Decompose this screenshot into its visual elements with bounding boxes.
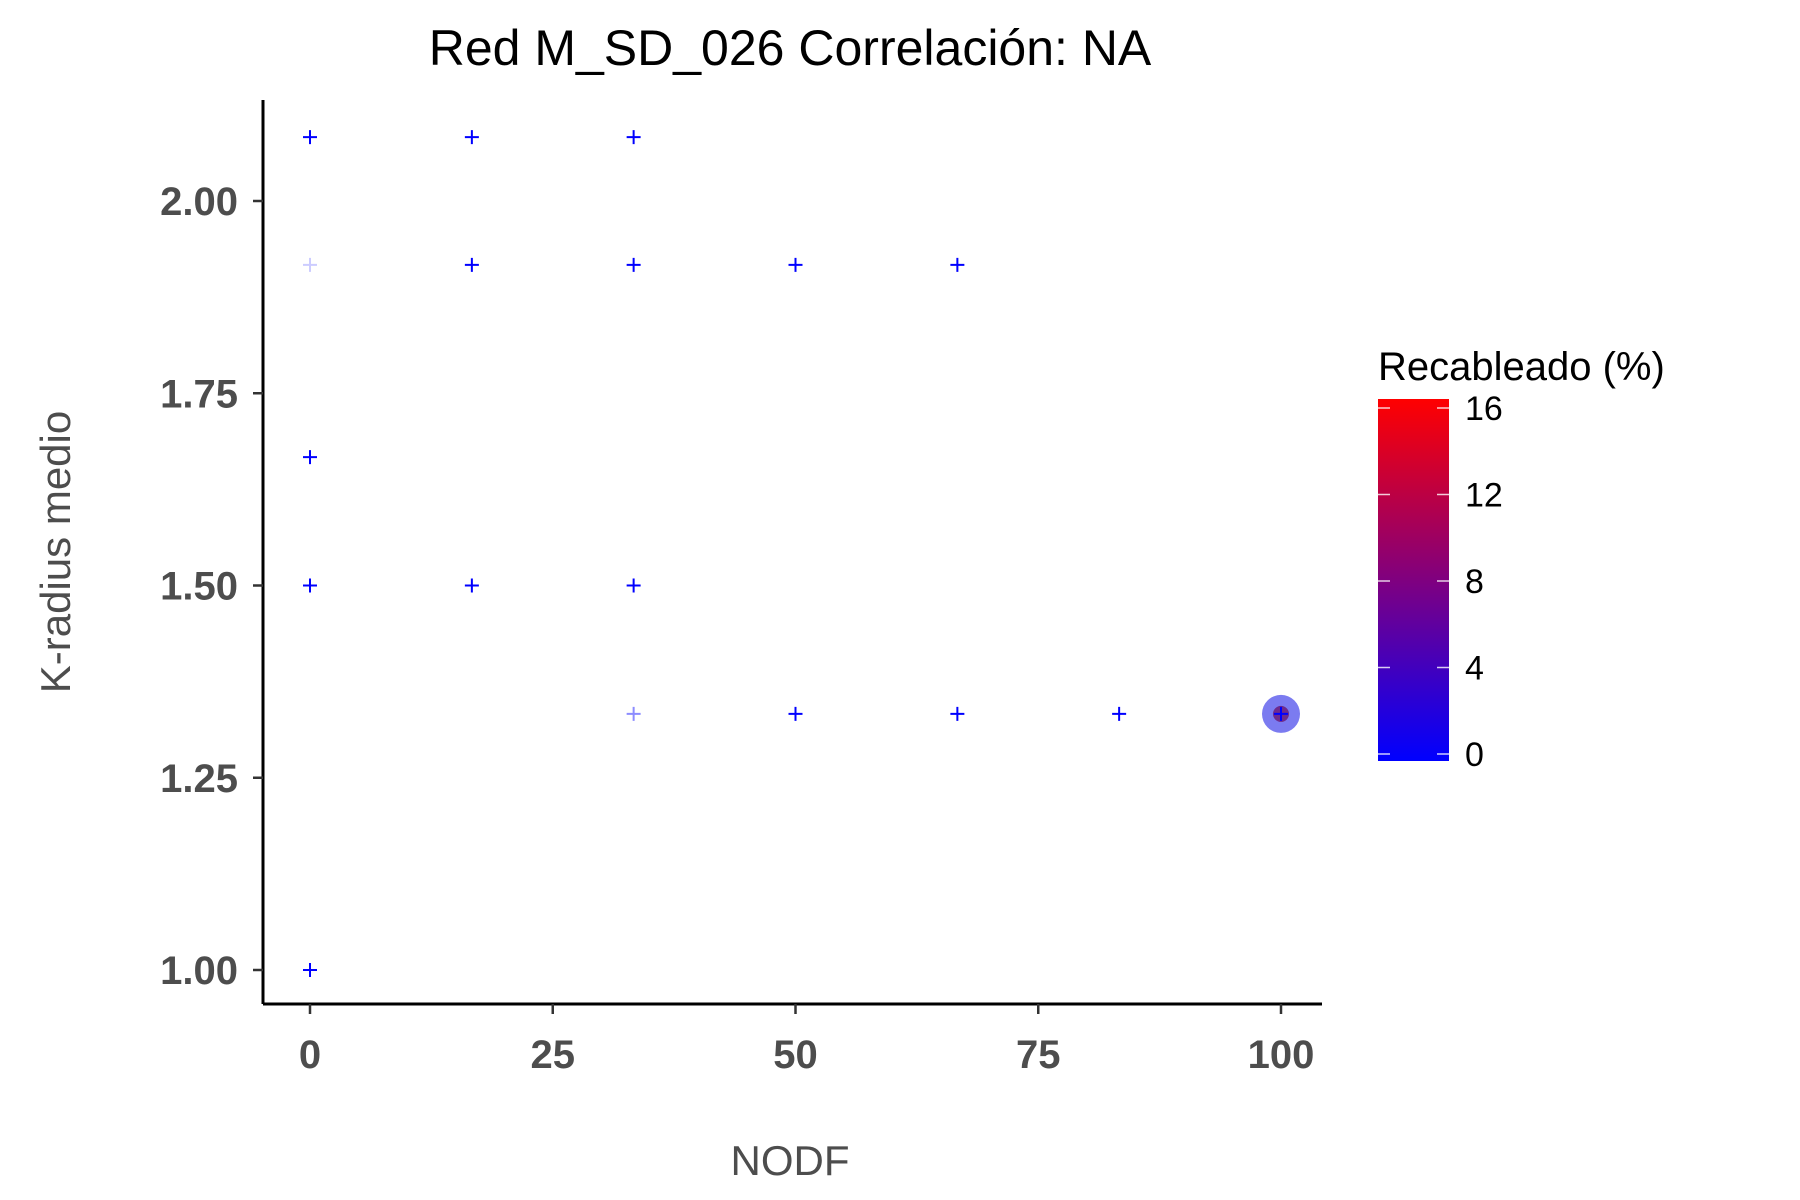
legend-ticks: 0 4 8 12 16 (1378, 390, 1503, 774)
y-tick-label: 1.50 (160, 565, 238, 609)
data-markers (303, 130, 1300, 977)
data-point (626, 130, 641, 145)
legend-tick-label: 12 (1465, 477, 1503, 515)
color-legend: Recableado (%) 0 4 8 12 16 (1378, 345, 1665, 774)
x-tick-label: 25 (531, 1033, 576, 1077)
data-point (464, 578, 479, 593)
data-point (464, 130, 479, 145)
data-point (303, 130, 317, 145)
y-tick-label: 2.00 (160, 180, 238, 224)
y-axis-title: K-radius medio (32, 411, 79, 693)
data-point (788, 257, 803, 272)
x-axis-title: NODF (731, 1137, 850, 1184)
data-point (950, 706, 965, 721)
data-point (788, 706, 803, 721)
legend-tick-label: 0 (1465, 736, 1484, 774)
legend-tick-label: 16 (1465, 390, 1503, 428)
y-tick-label: 1.00 (160, 949, 238, 993)
data-point (626, 578, 641, 593)
x-tick-label: 0 (299, 1033, 321, 1077)
data-point (303, 578, 317, 593)
y-tick-label: 1.75 (160, 372, 238, 416)
data-point (1274, 706, 1288, 721)
legend-tick-label: 8 (1465, 563, 1484, 601)
data-point (626, 257, 641, 272)
y-tick-label: 1.25 (160, 757, 238, 801)
chart-title: Red M_SD_026 Correlación: NA (429, 20, 1152, 76)
data-point (303, 257, 317, 272)
legend-tick-label: 4 (1465, 650, 1484, 688)
data-point (303, 450, 317, 465)
x-axis-ticks: 0 25 50 75 100 (299, 1004, 1315, 1077)
y-axis-ticks: 1.00 1.25 1.50 1.75 2.00 (160, 180, 263, 993)
data-point (303, 963, 317, 977)
data-point (626, 706, 641, 721)
legend-colorbar (1378, 399, 1449, 761)
data-point (950, 257, 965, 272)
legend-title: Recableado (%) (1378, 345, 1665, 389)
data-point (464, 257, 479, 272)
x-tick-label: 75 (1016, 1033, 1061, 1077)
data-point (1112, 706, 1127, 721)
x-tick-label: 50 (773, 1033, 818, 1077)
x-tick-label: 100 (1248, 1033, 1315, 1077)
